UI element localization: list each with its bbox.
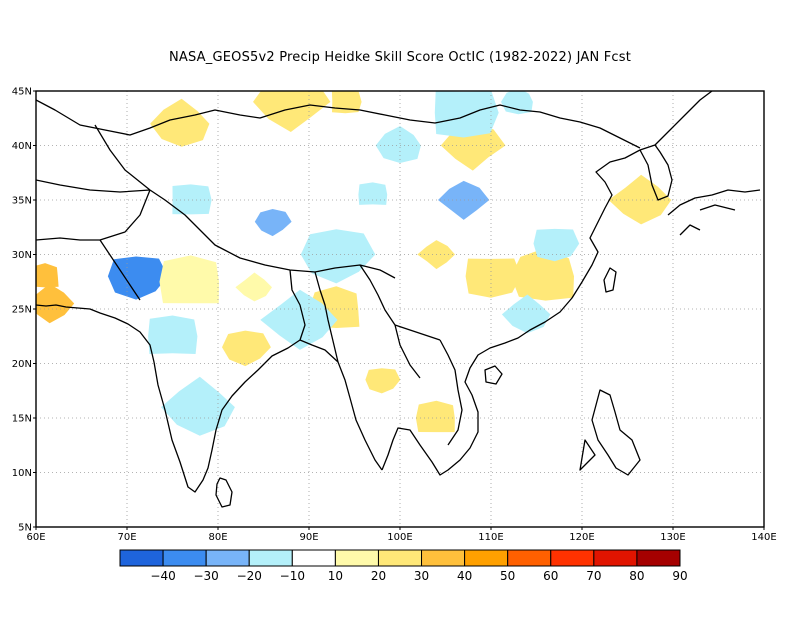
- graticule: [36, 91, 764, 527]
- colorbar-swatch: [248, 549, 293, 567]
- skill-patch: [511, 247, 574, 301]
- longitude-tick-labels: 60E 70E 80E 90E 100E 110E 120E 130E 140E: [26, 527, 777, 543]
- coastline-korea: [639, 144, 673, 201]
- colorbar-label: 10: [328, 569, 343, 583]
- lon-tick-label: 60E: [26, 532, 45, 543]
- colorbar-swatch: [162, 549, 207, 567]
- colorbar-label: 60: [543, 569, 558, 583]
- lon-tick-label: 90E: [299, 532, 318, 543]
- colorbar-swatch: [205, 549, 250, 567]
- skill-patch: [222, 330, 271, 367]
- coastline-hainan: [484, 365, 503, 385]
- skill-patch: [107, 256, 168, 300]
- colorbar-swatch: [291, 549, 336, 567]
- lon-tick-label: 110E: [478, 532, 503, 543]
- lat-tick-label: 15N: [12, 414, 32, 425]
- map-area: [36, 91, 764, 527]
- lat-tick-label: 30N: [12, 250, 32, 261]
- colorbar-label: −10: [280, 569, 305, 583]
- coastline-bay-of-bengal: [299, 339, 383, 471]
- colorbar-swatch: [593, 549, 638, 567]
- skill-patch: [533, 228, 580, 262]
- skill-patch: [375, 126, 421, 163]
- skill-patch: [501, 91, 533, 115]
- colorbar-swatch: [377, 549, 423, 567]
- coastline-sri-lanka: [215, 477, 233, 508]
- lon-tick-label: 130E: [660, 532, 685, 543]
- colorbar-swatch: [550, 549, 595, 567]
- skill-patch: [36, 283, 75, 324]
- lon-tick-label: 140E: [751, 532, 776, 543]
- lon-tick-label: 120E: [569, 532, 594, 543]
- colorbar-label: −20: [237, 569, 262, 583]
- colorbar-swatch: [636, 549, 681, 567]
- colorbar-label: −30: [193, 569, 218, 583]
- skill-patch: [159, 255, 219, 304]
- colorbar-label: 30: [414, 569, 429, 583]
- lat-tick-label: 35N: [12, 196, 32, 207]
- colorbar-swatch: [119, 549, 164, 567]
- skill-patch: [172, 184, 212, 215]
- skill-patch: [260, 289, 338, 350]
- coastline-west-asia: [36, 304, 301, 493]
- skill-patch: [415, 400, 455, 433]
- latitude-tick-labels: 5N 10N 15N 20N 25N 30N 35N 40N 45N: [12, 87, 36, 534]
- coastline-taiwan: [603, 267, 617, 293]
- colorbar-label: 70: [586, 569, 601, 583]
- border-south-asia: [36, 124, 151, 301]
- lon-tick-label: 100E: [387, 532, 412, 543]
- skill-patch: [300, 229, 376, 284]
- coastline-philippines: [579, 389, 641, 476]
- lat-tick-label: 10N: [12, 468, 32, 479]
- border-bangladesh-myanmar: [289, 264, 463, 446]
- lat-tick-label: 25N: [12, 305, 32, 316]
- colorbar-label: −40: [150, 569, 175, 583]
- skill-patch: [331, 91, 362, 114]
- lat-tick-label: 40N: [12, 141, 32, 152]
- skill-patch: [36, 263, 59, 288]
- skill-patch: [438, 180, 490, 220]
- skill-patch: [608, 174, 672, 225]
- skill-patch: [358, 182, 388, 205]
- coastlines-and-borders: [36, 91, 761, 508]
- colorbar-label: 80: [629, 569, 644, 583]
- skill-patch: [235, 272, 272, 302]
- lon-tick-label: 80E: [208, 532, 227, 543]
- skill-patch: [150, 98, 210, 147]
- chart-title: NASA_GEOS5v2 Precip Heidke Skill Score O…: [168, 50, 632, 65]
- colorbar-swatch: [507, 549, 552, 567]
- colorbar-label: 50: [500, 569, 515, 583]
- lat-tick-label: 45N: [12, 87, 32, 98]
- lat-tick-label: 20N: [12, 359, 32, 370]
- skill-patch: [161, 376, 235, 436]
- skill-patch: [365, 368, 401, 394]
- colorbar-label: 90: [672, 569, 687, 583]
- skill-score-patches: [36, 91, 672, 436]
- coastline-japan: [667, 189, 761, 236]
- colorbar-swatch: [421, 549, 466, 567]
- border-china-north: [36, 99, 641, 149]
- colorbar-swatch: [334, 549, 379, 567]
- skill-patch: [465, 258, 521, 298]
- coastline-indochina: [381, 91, 713, 476]
- colorbar: −40 −30 −20 −10 10 20 30 40 50 60 70 80 90: [119, 549, 688, 583]
- skill-patch: [253, 91, 331, 132]
- lon-tick-label: 70E: [117, 532, 136, 543]
- skill-patch: [148, 315, 198, 354]
- skill-patch: [254, 209, 292, 237]
- skill-patch: [434, 91, 499, 138]
- colorbar-label: 40: [457, 569, 472, 583]
- colorbar-label: 20: [371, 569, 386, 583]
- colorbar-swatch: [464, 549, 509, 567]
- skill-patch: [501, 294, 551, 334]
- lat-tick-label: 5N: [18, 523, 32, 534]
